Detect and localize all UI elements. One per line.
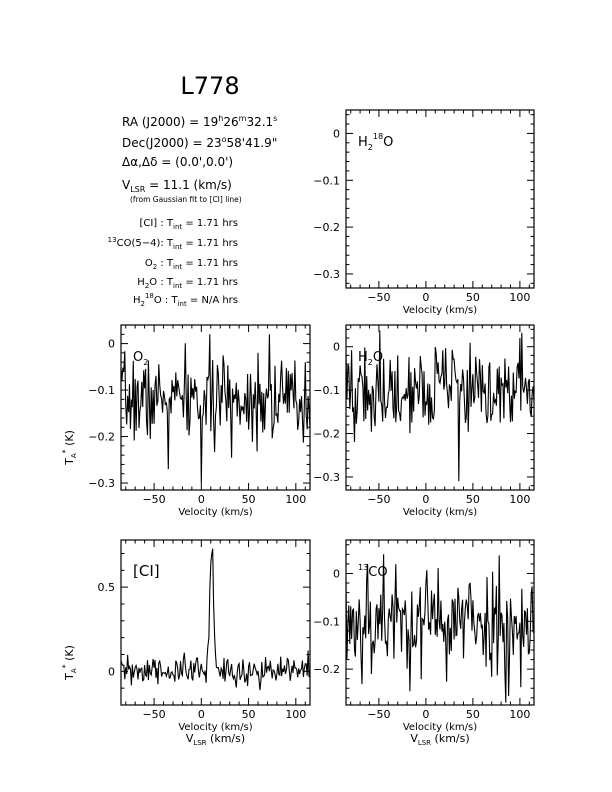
y-tick-label: −0.1 (313, 384, 340, 397)
x-tick-label: 0 (422, 708, 429, 721)
x-tick-label: −50 (142, 493, 165, 506)
spectrum-line (120, 334, 311, 484)
x-axis-label-vlsr: VLSR (km/s) (410, 732, 469, 747)
y-tick-label: −0.1 (313, 615, 340, 628)
header-info: RA (J2000) = 19h26m32.1s Dec(J2000) = 23… (108, 114, 278, 308)
y-tick-label: −0.2 (313, 221, 340, 234)
plot-frame (120, 324, 311, 491)
y-tick-label: 0.5 (98, 581, 116, 594)
x-axis-label: Velocity (km/s) (403, 722, 477, 733)
y-tick-label: −0.3 (313, 268, 340, 281)
x-tick-label: 50 (466, 493, 480, 506)
x-tick-label: 50 (466, 291, 480, 304)
x-tick-label: −50 (367, 708, 390, 721)
y-tick-label: 0 (333, 341, 340, 354)
y-tick-label: −0.2 (313, 663, 340, 676)
spectrum-line (120, 548, 311, 691)
y-axis-label: TA* (K) (61, 430, 78, 466)
offset-line: Δα,Δδ = (0.0',0.0') (122, 155, 233, 169)
panel-label: H2O (358, 350, 383, 367)
x-tick-label: 50 (242, 708, 256, 721)
x-axis-label: Velocity (km/s) (403, 305, 477, 316)
x-tick-label: 0 (422, 291, 429, 304)
y-tick-label: −0.1 (88, 384, 115, 397)
x-tick-label: −50 (142, 708, 165, 721)
tint-h218o: H218O : Tint = N/A hrs (133, 292, 238, 308)
panel-h2o: −50 0 50 100 0 −0.1 −0.2 −0.3 Velocity (km/s) H2O (313, 324, 535, 518)
x-tick-label: −50 (367, 493, 390, 506)
y-tick-label: −0.3 (313, 471, 340, 484)
panel-ci: −50 0 50 100 0 0.5 Velocity (km/s)VLSR (km/s) T… (61, 539, 311, 747)
x-tick-label: 100 (509, 708, 530, 721)
x-axis-label: Velocity (km/s) (403, 507, 477, 518)
spectrum-line (345, 330, 535, 482)
x-axis-label: Velocity (km/s) (178, 722, 252, 733)
y-tick-label: 0 (108, 665, 115, 678)
spectrum-line (345, 554, 535, 703)
x-tick-label: 0 (198, 708, 205, 721)
tint-o2: O2 : Tint = 1.71 hrs (145, 258, 238, 271)
x-tick-label: −50 (367, 291, 390, 304)
x-tick-label: 100 (509, 493, 530, 506)
y-tick-label: −0.3 (88, 477, 115, 490)
panel-label: O2 (133, 350, 148, 367)
y-axis-label: TA* (K) (61, 645, 78, 681)
panel-o2: −50 0 50 100 0 −0.1 −0.2 −0.3 Velocity (km/s) TA*… (61, 324, 311, 518)
vlsr-line: VLSR = 11.1 (km/s) (122, 178, 232, 194)
y-tick-label: 0 (333, 127, 340, 140)
tint-13co: 13CO(5−4): Tint = 1.71 hrs (108, 236, 238, 251)
y-tick-label: −0.2 (313, 428, 340, 441)
panel-label: H218O (358, 132, 393, 152)
y-tick-label: −0.1 (313, 174, 340, 187)
figure-title: L778 (180, 72, 239, 100)
x-tick-label: 50 (466, 708, 480, 721)
y-tick-label: 0 (333, 567, 340, 580)
x-axis-label-vlsr: VLSR (km/s) (186, 732, 245, 747)
panel-label: [CI] (133, 562, 160, 580)
panel-co13: −50 0 50 100 0 −0.1 −0.2 Velocity (km/s)VLSR (k… (313, 539, 535, 747)
y-tick-label: 0 (108, 338, 115, 351)
x-tick-label: 100 (285, 493, 306, 506)
x-tick-label: 100 (285, 708, 306, 721)
plot-frame (120, 539, 311, 706)
x-tick-label: 100 (509, 291, 530, 304)
dec-line: Dec(J2000) = 23o58'41.9" (122, 135, 277, 150)
x-tick-label: 50 (242, 493, 256, 506)
y-tick-label: −0.2 (88, 431, 115, 444)
panel-h218o: −50 0 50 100 0 −0.1 −0.2 −0.3 Velocity (km/s) H21… (313, 109, 535, 316)
tint-h2o: H2O : Tint = 1.71 hrs (137, 277, 238, 290)
ra-line: RA (J2000) = 19h26m32.1s (122, 114, 277, 129)
vlsr-note: (from Gaussian fit to [CI] line) (130, 195, 242, 204)
x-axis-label: Velocity (km/s) (178, 507, 252, 518)
x-tick-label: 0 (422, 493, 429, 506)
tint-ci: [CI] : Tint = 1.71 hrs (139, 218, 238, 231)
x-tick-label: 0 (198, 493, 205, 506)
